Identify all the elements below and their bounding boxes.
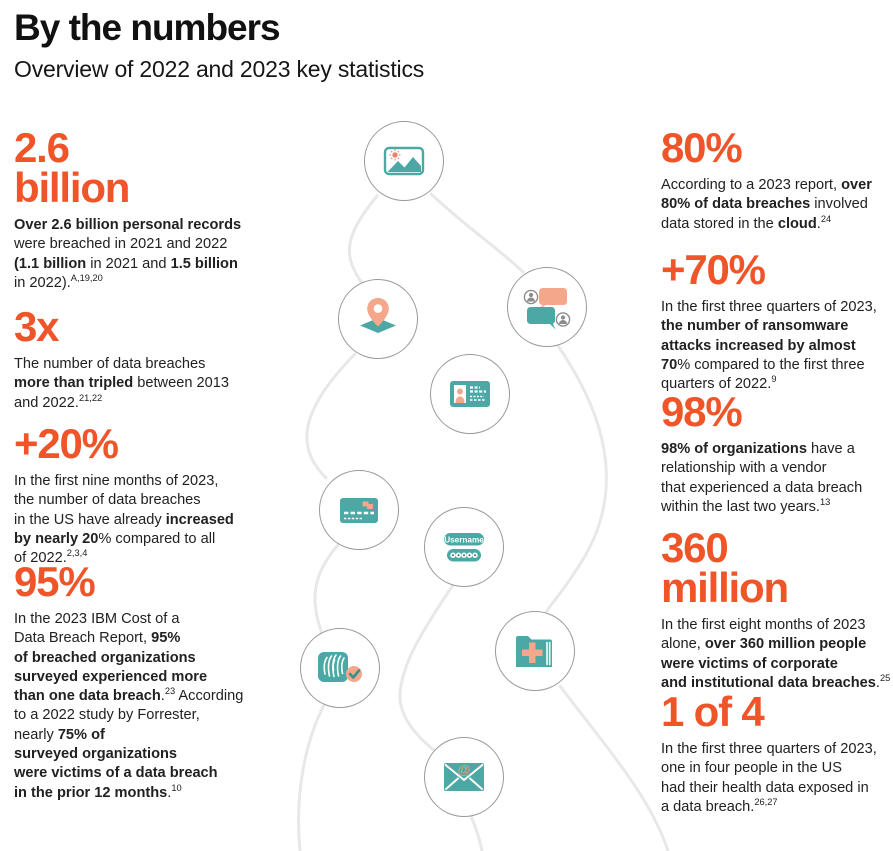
stat-3x: 3x The number of data breaches more than … xyxy=(14,303,264,413)
icon-circle-id-card xyxy=(430,354,510,434)
email-icon: @ xyxy=(444,762,484,791)
stat-headline: 1 of 4 xyxy=(661,688,893,735)
headline-line: 3x xyxy=(14,303,60,350)
stat-98-percent: 98% 98% of organizations have a relations… xyxy=(661,388,893,517)
headline-line: 80% xyxy=(661,124,743,171)
headline-line: billion xyxy=(14,164,130,211)
stat-headline: 3x xyxy=(14,303,264,350)
at-symbol: @ xyxy=(458,762,471,777)
headline-line: 2.6 xyxy=(14,124,70,171)
stat-body: Over 2.6 billion personal records were br… xyxy=(14,217,242,291)
stat-body: The number of data breaches more than tri… xyxy=(14,356,229,411)
map-pin-icon xyxy=(360,298,396,333)
stat-body: In the first three quarters of 2023, one … xyxy=(661,741,877,815)
headline-line: +20% xyxy=(14,420,119,467)
stat-2-6-billion: 2.6 billion Over 2.6 billion personal re… xyxy=(14,124,264,293)
password-dots-icon xyxy=(450,552,478,558)
stat-body: According to a 2023 report, over 80% of d… xyxy=(661,177,872,232)
icon-circle-location xyxy=(338,279,418,359)
stat-headline: 2.6 billion xyxy=(14,124,264,211)
stat-360-million: 360 million In the first eight months of… xyxy=(661,524,893,693)
left-stats-column: 2.6 billion Over 2.6 billion personal re… xyxy=(14,124,264,828)
credit-card-icon xyxy=(340,498,378,523)
icon-circle-medical-folder xyxy=(495,611,575,691)
image-icon xyxy=(383,146,425,176)
stat-body: In the first nine months of 2023, the num… xyxy=(14,473,234,567)
stat-95-percent: 95% In the 2023 IBM Cost of a Data Breach… xyxy=(14,558,264,803)
right-stats-column: 80% According to a 2023 report, over 80% … xyxy=(661,124,893,828)
avatar-icon xyxy=(555,312,571,327)
stat-headline: +70% xyxy=(661,246,893,293)
headline-line: +70% xyxy=(661,246,766,293)
avatar-icon xyxy=(523,289,539,305)
stat-headline: +20% xyxy=(14,420,264,467)
stat-headline: 98% xyxy=(661,388,893,435)
stat-plus-20-percent: +20% In the first nine months of 2023, th… xyxy=(14,420,264,568)
icon-circle-credit-card xyxy=(319,470,399,550)
headline-line: 95% xyxy=(14,558,96,605)
headline-line: million xyxy=(661,564,789,611)
page-subtitle: Overview of 2022 and 2023 key statistics xyxy=(14,55,425,82)
icon-circle-image xyxy=(364,121,444,201)
stat-body: In the first eight months of 2023 alone, … xyxy=(661,617,891,691)
headline-line: 98% xyxy=(661,388,743,435)
fingerprint-check-icon xyxy=(318,652,362,682)
stat-plus-70-percent: +70% In the first three quarters of 2023… xyxy=(661,246,893,394)
headline-line: 1 of 4 xyxy=(661,688,765,735)
id-card-icon xyxy=(450,381,490,407)
stat-headline: 95% xyxy=(14,558,264,605)
stat-1-of-4: 1 of 4 In the first three quarters of 20… xyxy=(661,688,893,817)
icon-circle-fingerprint xyxy=(300,628,380,708)
page-title: By the numbers xyxy=(14,7,281,48)
stat-80-percent: 80% According to a 2023 report, over 80% … xyxy=(661,124,893,234)
headline-line: 360 xyxy=(661,524,729,571)
header: By the numbers Overview of 2022 and 2023… xyxy=(14,7,425,83)
username-password-icon: Username xyxy=(444,533,484,562)
stat-headline: 80% xyxy=(661,124,893,171)
medical-folder-icon xyxy=(516,636,552,667)
stat-body: In the 2023 IBM Cost of a Data Breach Rep… xyxy=(14,611,244,801)
stat-body: In the first three quarters of 2023, the … xyxy=(661,299,877,393)
stat-body: 98% of organizations have a relationship … xyxy=(661,441,863,515)
stat-headline: 360 million xyxy=(661,524,893,611)
chat-avatars-icon xyxy=(523,288,571,330)
username-label: Username xyxy=(444,535,484,544)
icon-circle-chat xyxy=(507,267,587,347)
icon-circle-email: @ xyxy=(424,737,504,817)
icon-circle-username: Username xyxy=(424,507,504,587)
